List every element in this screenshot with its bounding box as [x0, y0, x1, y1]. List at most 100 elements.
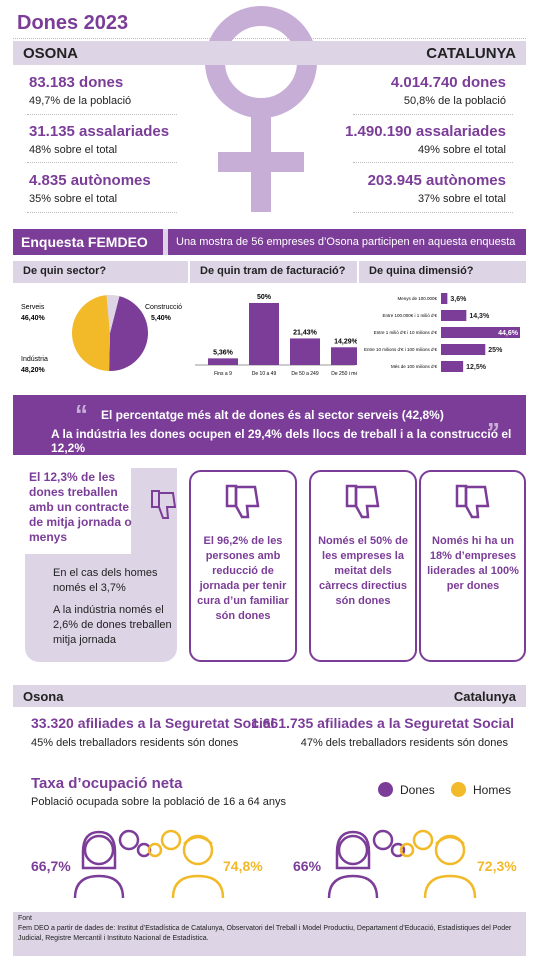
- source-footer: Font Fem DEO a partir de dades de: Insti…: [13, 912, 526, 956]
- bar-label-0: 5,36%: [213, 349, 234, 356]
- pie-slice-serveis: [109, 296, 149, 371]
- quote-line-1: El percentatge més alt de dones és al se…: [101, 408, 444, 422]
- hbar-category-4: Més de 100 milions d’€: [391, 364, 438, 369]
- hbar-label-2: 44,6%: [498, 330, 519, 337]
- hbar-category-3: Entre 10 milions d’€ i 100 milions d’€: [364, 347, 438, 352]
- legend-women-swatch: [378, 782, 393, 797]
- care-reduction-text: El 96,2% de les persones amb reducció de…: [197, 535, 289, 622]
- bar-category-1: De 10 a 49: [252, 371, 277, 377]
- turnover-bar-chart: 5,36% Fins a 9 50% De 10 a 49 21,43% De 50 a …: [195, 294, 357, 377]
- cat-employees-count: 1.490.190 assalariades: [345, 123, 506, 140]
- woman-icon: [327, 829, 406, 899]
- size-bar-chart: 3,6% Menys de 100.000€ 14,3% Entre 100.000€…: [364, 293, 520, 372]
- divider: [353, 212, 513, 213]
- divider: [27, 114, 177, 115]
- hbar-1: [441, 310, 467, 321]
- pie-label-industria: Indústria: [21, 356, 48, 363]
- management-text: Només el 50% de les empreses la meitat d…: [318, 535, 408, 607]
- survey-note: Una mostra de 56 empreses d’Osona partic…: [168, 229, 526, 255]
- hbar-3: [441, 344, 486, 355]
- legend-women-label: Dones: [400, 783, 435, 797]
- region-catalunya-label: CATALUNYA: [426, 45, 516, 62]
- divider: [353, 114, 513, 115]
- thumbs-down-icon: [345, 482, 381, 525]
- bar-label-1: 50%: [257, 294, 272, 301]
- hbar-label-3: 25%: [488, 347, 503, 354]
- cat-selfemployed-pct: 37% sobre el total: [417, 193, 506, 205]
- divider: [27, 162, 177, 163]
- cat-women-pct: 50,8% de la població: [403, 95, 506, 107]
- cat-selfemployed-count: 203.945 autònomes: [367, 172, 506, 189]
- legend-men-label: Homes: [473, 783, 512, 797]
- pie-value-industria: 48,20%: [21, 367, 46, 374]
- osona-selfemployed-pct: 35% sobre el total: [29, 193, 118, 205]
- hbar-2: [441, 327, 520, 338]
- hbar-4: [441, 361, 464, 372]
- thumbs-down-icon: [151, 490, 177, 520]
- ss-header-bar: [13, 685, 526, 707]
- ss-osona-count: 33.320 afiliades a la Seguretat Social: [31, 715, 275, 731]
- close-quote-icon: ”: [487, 417, 500, 447]
- care-reduction-box: El 96,2% de les persones amb reducció de…: [189, 470, 297, 662]
- question-sector: De quin sector?: [13, 261, 188, 283]
- question-size: De quina dimensió?: [359, 261, 526, 283]
- region-osona-label: OSONA: [23, 45, 79, 62]
- quote-line-2: A la indústria les dones ocupen el 29,4%…: [51, 427, 512, 455]
- woman-icon: [73, 829, 152, 899]
- pie-label-serveis: Serveis: [21, 304, 45, 311]
- hbar-label-1: 14,3%: [469, 313, 490, 320]
- leadership-text: Només hi ha un 18% d’empreses liderades …: [427, 535, 519, 592]
- open-quote-icon: “: [75, 399, 88, 429]
- pie-slice-indústria: [72, 295, 110, 371]
- bar-3: [331, 347, 357, 365]
- divider: [13, 38, 526, 39]
- bar-category-3: De 250 i més: [331, 371, 357, 377]
- hbar-category-2: Entre 1 milió d’€ i 10 milions d’€: [374, 330, 438, 335]
- bar-category-2: De 50 a 249: [291, 371, 318, 377]
- infographic: Dones 2023 OSONA CATALUNYA 83.183 dones …: [13, 0, 526, 963]
- part-time-box: El 12,3% de les dones treballen amb un c…: [25, 468, 177, 662]
- ss-osona-label: Osona: [23, 689, 64, 704]
- source-text: Fem DEO a partir de dades de: Institut d…: [18, 925, 512, 942]
- quote-banner: “ El percentatge més alt de dones és al …: [13, 395, 526, 455]
- bar-2: [290, 338, 320, 365]
- part-time-men: En el cas dels homes només el 3,7%: [53, 567, 158, 594]
- ss-catalunya-label: Catalunya: [453, 689, 516, 704]
- survey-title: Enquesta FEMDEO: [13, 229, 163, 255]
- employment-figures: 66,7% 74,8% 66% 72,3%: [13, 822, 526, 912]
- pie-value-serveis: 46,40%: [21, 315, 46, 322]
- osona-women-pct: 49,7% de la població: [29, 95, 132, 107]
- source-label: Font: [18, 915, 33, 922]
- ss-cat-pct: 47% dels treballadors residents són done…: [300, 737, 508, 749]
- cat-women-count: 4.014.740 dones: [390, 74, 506, 91]
- pie-label-construccio: Construcció: [145, 304, 182, 311]
- osona-employees-pct: 48% sobre el total: [29, 144, 118, 156]
- part-time-headline: El 12,3% de les dones treballen amb un c…: [29, 470, 132, 544]
- man-icon: [399, 829, 477, 899]
- question-turnover: De quin tram de facturació?: [190, 261, 357, 283]
- cat-women-rate: 66%: [293, 858, 322, 874]
- divider: [27, 212, 177, 213]
- thumbs-down-icon: [225, 482, 261, 525]
- osona-women-rate: 66,7%: [31, 858, 71, 874]
- osona-women-count: 83.183 dones: [29, 74, 124, 91]
- management-box: Només el 50% de les empreses la meitat d…: [309, 470, 417, 662]
- divider: [353, 162, 513, 163]
- bar-category-0: Fins a 9: [214, 371, 232, 377]
- bar-label-2: 21,43%: [293, 329, 318, 336]
- pie-value-construccio: 5,40%: [151, 315, 172, 322]
- page-title: Dones 2023: [17, 12, 129, 34]
- hbar-category-1: Entre 100.000€ i 1 milió d’€: [382, 313, 437, 318]
- sector-pie-chart: Serveis 46,40% Indústria 48,20% Construcció 5…: [21, 295, 182, 374]
- thumbs-down-icon: [455, 482, 491, 525]
- hbar-category-0: Menys de 100.000€: [397, 296, 437, 301]
- ss-osona-pct: 45% dels treballadors residents són done…: [31, 737, 239, 749]
- bar-0: [208, 358, 238, 365]
- osona-employees-count: 31.135 assalariades: [29, 123, 170, 140]
- legend-men-swatch: [451, 782, 466, 797]
- cat-employees-pct: 49% sobre el total: [417, 144, 506, 156]
- cat-men-rate: 72,3%: [477, 858, 517, 874]
- hbar-label-4: 12,5%: [466, 364, 487, 371]
- part-time-industry: A la indústria només el 2,6% de dones tr…: [53, 604, 172, 646]
- bar-label-3: 14,29%: [334, 338, 357, 345]
